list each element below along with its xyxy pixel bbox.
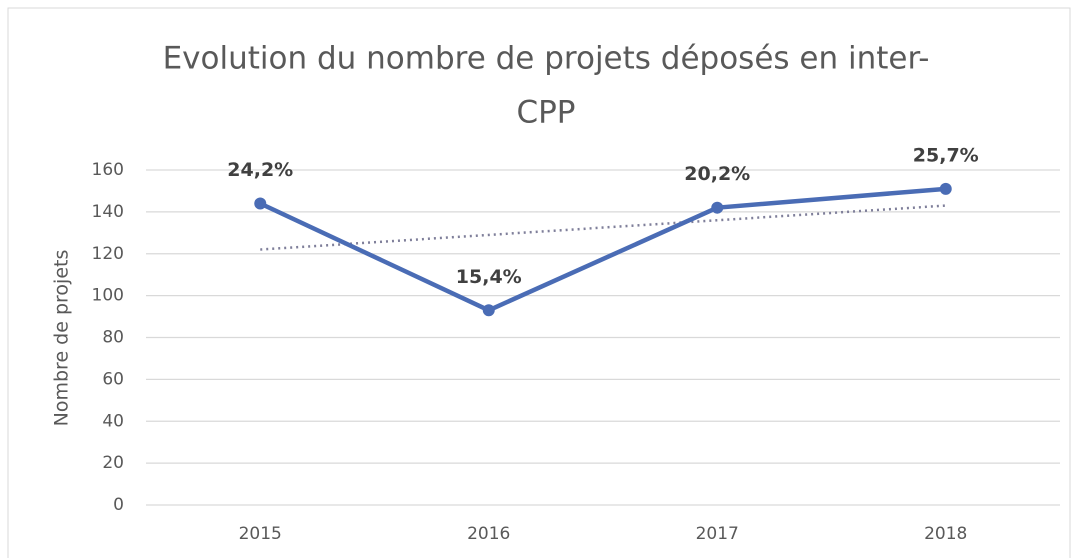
x-tick-label: 2015 bbox=[239, 524, 282, 544]
y-tick-label: 100 bbox=[92, 286, 124, 306]
x-tick-label: 2017 bbox=[696, 524, 739, 544]
y-tick-label: 160 bbox=[92, 160, 124, 180]
trendline bbox=[260, 204, 946, 251]
data-point bbox=[711, 201, 724, 214]
chart-title: Evolution du nombre de projets déposés e… bbox=[163, 41, 930, 77]
point-annotation: 15,4% bbox=[456, 266, 522, 288]
y-axis-label: Nombre de projets bbox=[51, 250, 73, 427]
data-point bbox=[254, 197, 267, 210]
y-tick-label: 20 bbox=[102, 453, 124, 473]
x-tick-label: 2016 bbox=[467, 524, 510, 544]
chart-frame bbox=[7, 7, 1071, 558]
data-point bbox=[482, 304, 495, 317]
series-line bbox=[259, 186, 946, 313]
x-tick-label: 2018 bbox=[924, 524, 967, 544]
y-tick-label: 120 bbox=[92, 244, 124, 264]
chart-title: CPP bbox=[516, 95, 575, 131]
y-tick-label: 0 bbox=[113, 495, 124, 515]
y-tick-label: 60 bbox=[102, 369, 124, 389]
point-annotation: 24,2% bbox=[227, 159, 293, 181]
point-annotation: 25,7% bbox=[913, 144, 979, 166]
y-tick-label: 40 bbox=[102, 411, 124, 431]
point-annotation: 20,2% bbox=[684, 163, 750, 185]
y-tick-label: 140 bbox=[92, 202, 124, 222]
y-tick-label: 80 bbox=[102, 328, 124, 348]
data-point bbox=[939, 182, 952, 195]
